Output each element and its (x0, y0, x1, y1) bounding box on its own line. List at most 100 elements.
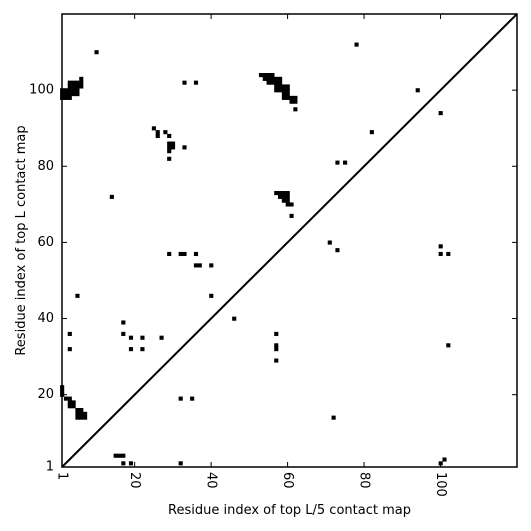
x-axis-label: Residue index of top L/5 contact map (168, 503, 411, 518)
contact-cell-upper (438, 251, 443, 257)
contact-cell-upper (155, 130, 160, 135)
contact-cell-lower (79, 411, 84, 416)
contact-cell-upper (369, 130, 374, 135)
contact-cell-lower (71, 404, 76, 409)
contact-cell-upper (170, 145, 176, 150)
contact-cell-upper (167, 133, 172, 139)
x-tick-label: 40 (204, 472, 219, 489)
x-tick-label: 80 (357, 472, 372, 489)
contact-cell-upper (289, 202, 294, 207)
diagonal-line (61, 13, 518, 468)
y-tick-label: 40 (37, 311, 54, 326)
contact-cell-upper (182, 145, 187, 150)
contact-cell-upper (197, 263, 202, 268)
contact-cell-upper (278, 191, 283, 196)
contact-cell-lower (128, 347, 134, 352)
contact-cell-upper (67, 92, 72, 97)
contact-cell-upper (94, 50, 99, 55)
contact-cell-upper (335, 160, 340, 165)
contact-marks (60, 42, 451, 466)
contact-cell-upper (193, 263, 199, 268)
contact-cell-upper (281, 92, 286, 97)
contact-cell-lower (274, 347, 279, 352)
contact-cell-upper (335, 248, 340, 253)
contact-cell-upper (285, 92, 290, 97)
contact-cell-lower (159, 335, 164, 340)
contact-cell-upper (209, 293, 214, 298)
contact-cell-upper (170, 141, 176, 146)
contact-cell-upper (415, 88, 420, 93)
contact-cell-lower (140, 347, 145, 352)
contact-cell-upper (75, 293, 80, 298)
contact-cell-upper (75, 84, 80, 89)
contact-cell-lower (274, 358, 279, 363)
contact-cell-upper (178, 251, 183, 257)
contact-cell-lower (190, 396, 195, 401)
contact-cell-lower (117, 453, 122, 458)
contact-cell-upper (163, 130, 168, 135)
contact-cell-upper (71, 88, 76, 93)
contact-cell-upper (167, 156, 172, 161)
contact-cell-upper (75, 80, 80, 85)
contact-cell-upper (281, 95, 286, 100)
contact-cell-lower (83, 411, 88, 416)
contact-cell-lower (67, 347, 72, 352)
contact-cell-lower (121, 461, 126, 466)
contact-cell-upper (67, 88, 72, 93)
contact-cell-upper (327, 240, 332, 245)
y-tick-label: 1 (46, 460, 54, 475)
x-tick-label: 60 (280, 472, 295, 489)
contact-cell-lower (75, 407, 80, 413)
contact-cell-lower (442, 457, 447, 462)
contact-cell-lower (67, 400, 72, 405)
contact-cell-upper (285, 84, 290, 89)
contact-cell-upper (71, 92, 76, 97)
contact-cell-upper (232, 316, 237, 321)
contact-cell-upper (274, 80, 279, 85)
contact-cell-upper (266, 76, 271, 81)
contact-cell-lower (63, 396, 69, 401)
x-tick-label: 100 (433, 472, 448, 497)
contact-cell-upper (274, 88, 279, 93)
contact-cell-upper (266, 73, 271, 78)
x-tick-label: 20 (127, 472, 142, 489)
contact-cell-upper (109, 194, 114, 199)
contact-cell-upper (167, 251, 172, 257)
contact-cell-lower (121, 453, 126, 458)
contact-cell-upper (63, 92, 69, 97)
contact-cell-upper (63, 95, 69, 100)
contact-cell-upper (270, 73, 275, 78)
contact-cell-upper (67, 80, 72, 85)
contact-cell-lower (75, 411, 80, 416)
contact-cell-lower (121, 320, 126, 325)
contact-cell-lower (67, 331, 72, 336)
y-tick-label: 60 (37, 235, 54, 250)
contact-cell-upper (71, 80, 76, 85)
contact-cell-lower (71, 400, 76, 405)
contact-cell-lower (274, 331, 279, 336)
contact-cell-upper (75, 88, 80, 93)
contact-cell-lower (178, 396, 183, 401)
contact-cell-lower (331, 415, 336, 420)
contact-cell-upper (293, 95, 298, 100)
contact-cell-upper (209, 263, 214, 268)
contact-cell-upper (285, 194, 290, 199)
contact-cell-upper (293, 107, 298, 112)
contact-cell-lower (79, 407, 84, 413)
contact-cell-upper (270, 80, 275, 85)
contact-cell-upper (167, 141, 172, 146)
contact-cell-upper (281, 191, 286, 196)
contact-cell-upper (278, 84, 283, 89)
contact-cell-upper (258, 73, 264, 78)
contact-cell-upper (151, 126, 156, 131)
contact-cell-upper (71, 84, 76, 89)
contact-cell-lower (79, 415, 84, 420)
contact-cell-lower (274, 343, 279, 348)
y-axis-label: Residue index of top L contact map (14, 125, 29, 355)
contact-cell-upper (293, 99, 298, 104)
contact-cell-upper (75, 92, 80, 97)
contact-cell-upper (281, 194, 286, 199)
contact-cell-upper (79, 76, 84, 81)
